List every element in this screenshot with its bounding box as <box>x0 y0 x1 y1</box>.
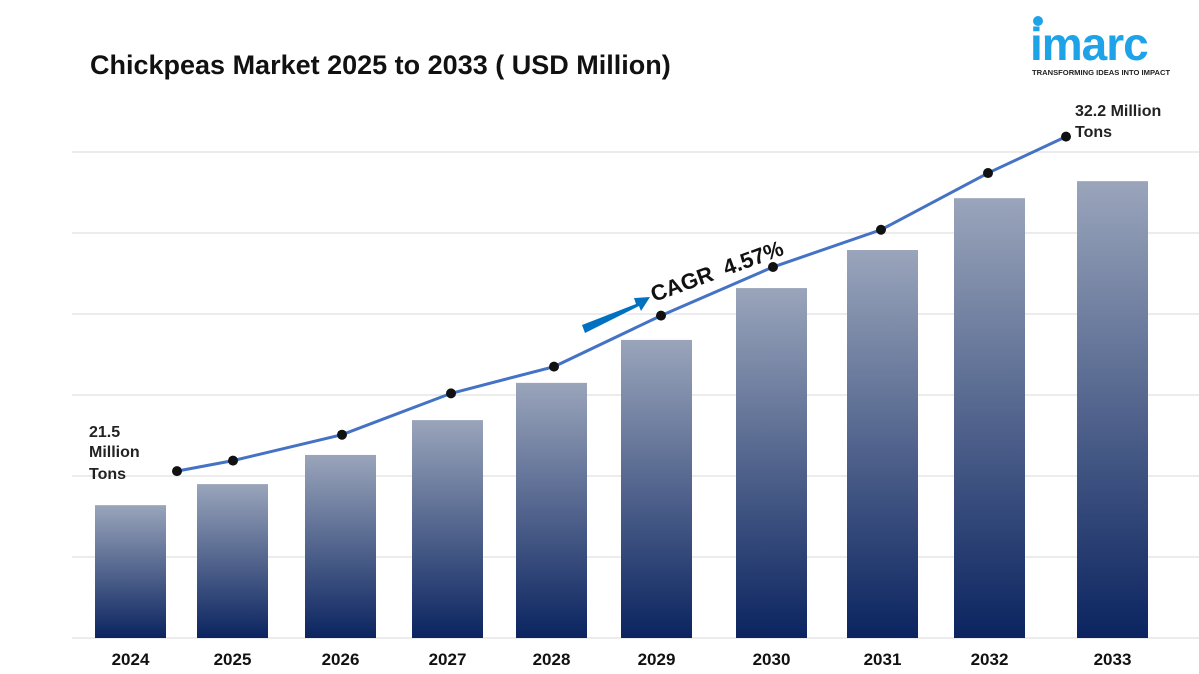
bar-2029 <box>621 339 692 638</box>
bar-2033 <box>1077 181 1148 638</box>
bar-2030 <box>736 288 807 638</box>
end-label-1: 32.2 Million <box>1075 103 1161 120</box>
end-label-2: Tons <box>1075 124 1112 141</box>
x-tick-label: 2031 <box>864 650 902 669</box>
bar-2025 <box>197 484 268 638</box>
cagr-arrow-icon <box>582 297 650 333</box>
trend-line <box>176 135 1067 473</box>
start-annotation: 21.5 Million Tons <box>89 424 140 483</box>
logo-tagline: TRANSFORMING IDEAS INTO IMPACT <box>1032 68 1170 77</box>
bar-2028 <box>516 382 587 638</box>
x-tick-label: 2029 <box>638 650 676 669</box>
logo-dot <box>1033 16 1043 26</box>
bar-2024 <box>95 505 166 638</box>
trend-point-2029 <box>656 310 666 321</box>
trend-point-2032 <box>983 168 993 179</box>
x-tick-label: 2024 <box>112 650 150 669</box>
trend-point-2025 <box>228 455 238 466</box>
start-label-1: 21.5 <box>89 424 120 441</box>
chart-title: Chickpeas Market 2025 to 2033 ( USD Mill… <box>90 50 671 80</box>
x-tick-label: 2033 <box>1094 650 1132 669</box>
trend-point-2033 <box>1061 131 1071 142</box>
x-tick-label: 2026 <box>322 650 360 669</box>
x-tick-label: 2027 <box>429 650 467 669</box>
bar-2027 <box>412 420 483 638</box>
trend-point-2024 <box>172 466 182 477</box>
x-tick-label: 2032 <box>971 650 1009 669</box>
start-label-2: Million <box>89 444 140 461</box>
x-tick-label: 2028 <box>533 650 571 669</box>
logo-brand: imarc <box>1030 18 1148 70</box>
bar-2031 <box>847 250 918 638</box>
bar-2032 <box>954 198 1025 639</box>
x-tick-label: 2030 <box>753 650 791 669</box>
trend-point-2031 <box>876 224 886 235</box>
end-annotation: 32.2 Million Tons <box>1075 103 1161 141</box>
x-tick-label: 2025 <box>214 650 252 669</box>
trend-point-2027 <box>446 388 456 399</box>
start-label-3: Tons <box>89 466 126 483</box>
trend-point-2030 <box>768 262 778 273</box>
trend-point-2026 <box>337 429 347 440</box>
trend-point-2028 <box>549 361 559 372</box>
bar-2026 <box>305 454 376 638</box>
imarc-logo: imarc TRANSFORMING IDEAS INTO IMPACT <box>1030 16 1170 77</box>
